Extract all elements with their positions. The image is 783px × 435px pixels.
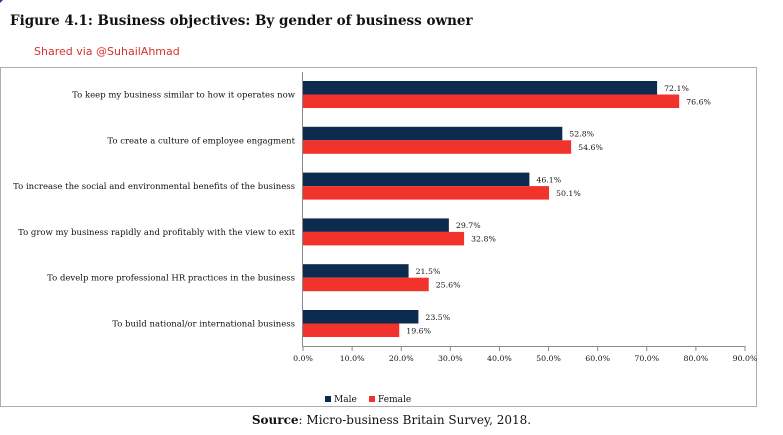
x-tick-label-5: 50.0% <box>536 354 561 363</box>
category-label-1: To keep my business similar to how it op… <box>72 91 296 101</box>
x-tick-label-6: 60.0% <box>585 354 610 363</box>
data-label-male-1: 72.1% <box>664 84 689 93</box>
source-text: : Micro-business Britain Survey, 2018. <box>298 413 532 427</box>
bar-female-1 <box>303 94 680 108</box>
source-note: Source: Micro-business Britain Survey, 2… <box>0 413 783 427</box>
data-label-female-5: 25.6% <box>436 280 461 289</box>
bar-female-3 <box>303 186 550 200</box>
category-labels-layer: To keep my business similar to how it op… <box>13 91 296 330</box>
data-label-female-2: 54.6% <box>578 143 603 152</box>
category-label-5: To develp more professional HR practices… <box>47 274 295 284</box>
category-label-6: To build national/or international busin… <box>112 320 295 330</box>
bar-female-2 <box>303 140 572 154</box>
x-tick-label-3: 30.0% <box>438 354 463 363</box>
bar-female-4 <box>303 231 465 246</box>
data-label-female-1: 76.6% <box>686 97 711 106</box>
bar-male-2 <box>303 126 563 141</box>
x-tick-label-4: 40.0% <box>487 354 512 363</box>
figure-title: Figure 4.1: Business objectives: By gend… <box>10 13 473 29</box>
legend-swatch-female <box>369 396 375 402</box>
x-tick-label-9: 90.0% <box>733 354 758 363</box>
category-label-4: To grow my business rapidly and profitab… <box>18 228 296 238</box>
x-tick-label-7: 70.0% <box>634 354 659 363</box>
data-label-female-3: 50.1% <box>556 189 581 198</box>
legend-swatch-male <box>325 396 331 402</box>
bars-layer: 72.1% 76.6% 52.8% 54.6% 46.1% 50.1% 29.7% 32.8%… <box>303 81 711 337</box>
x-tick-label-0: 0.0% <box>293 354 313 363</box>
data-label-female-6: 19.6% <box>406 326 431 335</box>
watermark-text: Shared via @SuhailAhmad <box>34 45 180 58</box>
x-tick-label-2: 20.0% <box>389 354 414 363</box>
data-label-female-4: 32.8% <box>471 235 496 244</box>
corner-marker <box>0 0 4 4</box>
category-label-2: To create a culture of employee engagmen… <box>107 136 295 146</box>
x-tick-label-8: 80.0% <box>683 354 708 363</box>
bar-female-5 <box>303 277 429 292</box>
ticks-layer: 0.0% 10.0% 20.0% 30.0% 40.0% 50.0% 60.0% 70.0% 8… <box>293 346 757 363</box>
bar-male-3 <box>303 172 530 187</box>
data-label-male-2: 52.8% <box>569 130 594 139</box>
bar-male-1 <box>303 81 658 95</box>
data-label-male-5: 21.5% <box>416 267 441 276</box>
data-label-male-6: 23.5% <box>425 313 450 322</box>
bar-male-5 <box>303 264 409 278</box>
legend: Male Female <box>325 395 411 405</box>
legend-label-female: Female <box>378 395 411 405</box>
data-label-male-3: 46.1% <box>536 175 561 184</box>
bar-male-4 <box>303 218 449 232</box>
x-tick-label-1: 10.0% <box>340 354 365 363</box>
bar-male-6 <box>303 310 419 324</box>
data-label-male-4: 29.7% <box>456 221 481 230</box>
plot-frame <box>0 67 757 407</box>
source-bold-label: Source <box>251 413 299 427</box>
bar-female-6 <box>303 323 400 337</box>
category-label-3: To increase the social and environmental… <box>13 182 295 192</box>
legend-label-male: Male <box>334 395 357 405</box>
